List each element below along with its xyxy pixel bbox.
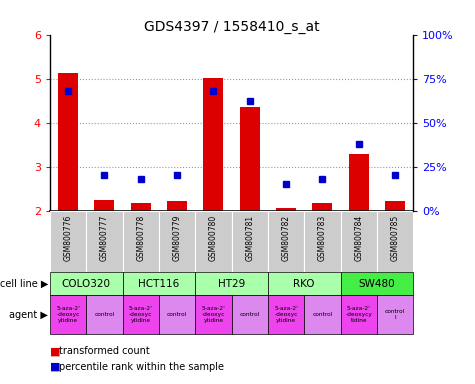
Text: control: control: [312, 312, 332, 317]
Bar: [159, 211, 195, 272]
Text: control
l: control l: [385, 309, 405, 320]
Text: 5-aza-2'
-deoxyc
ytidine: 5-aza-2' -deoxyc ytidine: [274, 306, 298, 323]
Text: 5-aza-2'
-deoxyc
ytidine: 5-aza-2' -deoxyc ytidine: [201, 306, 225, 323]
Bar: [95, 200, 114, 211]
Bar: [167, 201, 187, 211]
Text: ■: ■: [50, 362, 60, 372]
Text: GSM800776: GSM800776: [64, 215, 73, 262]
Bar: [313, 203, 332, 211]
Text: GSM800778: GSM800778: [136, 215, 145, 261]
Bar: [195, 272, 268, 295]
Text: 5-aza-2'
-deoxyc
ytidine: 5-aza-2' -deoxyc ytidine: [129, 306, 152, 323]
Bar: [304, 211, 341, 272]
Text: GSM800782: GSM800782: [282, 215, 291, 261]
Text: control: control: [167, 312, 187, 317]
Bar: [232, 211, 268, 272]
Text: GSM800779: GSM800779: [172, 215, 181, 262]
Text: control: control: [94, 312, 114, 317]
Bar: [203, 78, 223, 211]
Bar: [123, 211, 159, 272]
Bar: [341, 272, 413, 295]
Text: 5-aza-2'
-deoxyc
ytidine: 5-aza-2' -deoxyc ytidine: [56, 306, 80, 323]
Text: GSM800777: GSM800777: [100, 215, 109, 262]
Bar: [86, 211, 123, 272]
Bar: [195, 211, 232, 272]
Text: COLO320: COLO320: [62, 279, 111, 289]
Bar: [276, 209, 296, 211]
Bar: [304, 295, 341, 334]
Bar: [131, 203, 151, 211]
Text: 5-aza-2'
-deoxycy
tidine: 5-aza-2' -deoxycy tidine: [345, 306, 372, 323]
Bar: [268, 211, 304, 272]
Text: HCT116: HCT116: [138, 279, 180, 289]
Text: control: control: [239, 312, 260, 317]
Bar: [341, 211, 377, 272]
Bar: [377, 295, 413, 334]
Text: RKO: RKO: [294, 279, 315, 289]
Bar: [159, 295, 195, 334]
Title: GDS4397 / 1558410_s_at: GDS4397 / 1558410_s_at: [144, 20, 319, 33]
Bar: [50, 295, 86, 334]
Text: GSM800785: GSM800785: [390, 215, 399, 261]
Text: SW480: SW480: [359, 279, 395, 289]
Text: percentile rank within the sample: percentile rank within the sample: [59, 362, 224, 372]
Bar: [268, 295, 304, 334]
Bar: [123, 295, 159, 334]
Text: GSM800784: GSM800784: [354, 215, 363, 261]
Bar: [377, 211, 413, 272]
Bar: [86, 295, 123, 334]
Text: cell line ▶: cell line ▶: [0, 279, 48, 289]
Bar: [58, 73, 78, 211]
Bar: [385, 201, 405, 211]
Text: GSM800783: GSM800783: [318, 215, 327, 261]
Text: GSM800780: GSM800780: [209, 215, 218, 261]
Text: HT29: HT29: [218, 279, 245, 289]
Bar: [123, 272, 195, 295]
Bar: [232, 295, 268, 334]
Text: GSM800781: GSM800781: [245, 215, 254, 261]
Bar: [349, 154, 369, 211]
Text: transformed count: transformed count: [59, 346, 150, 356]
Bar: [50, 272, 123, 295]
Text: ■: ■: [50, 346, 60, 356]
Bar: [195, 295, 232, 334]
Bar: [268, 272, 341, 295]
Bar: [341, 295, 377, 334]
Bar: [50, 211, 86, 272]
Text: agent ▶: agent ▶: [9, 310, 48, 319]
Bar: [240, 107, 260, 211]
